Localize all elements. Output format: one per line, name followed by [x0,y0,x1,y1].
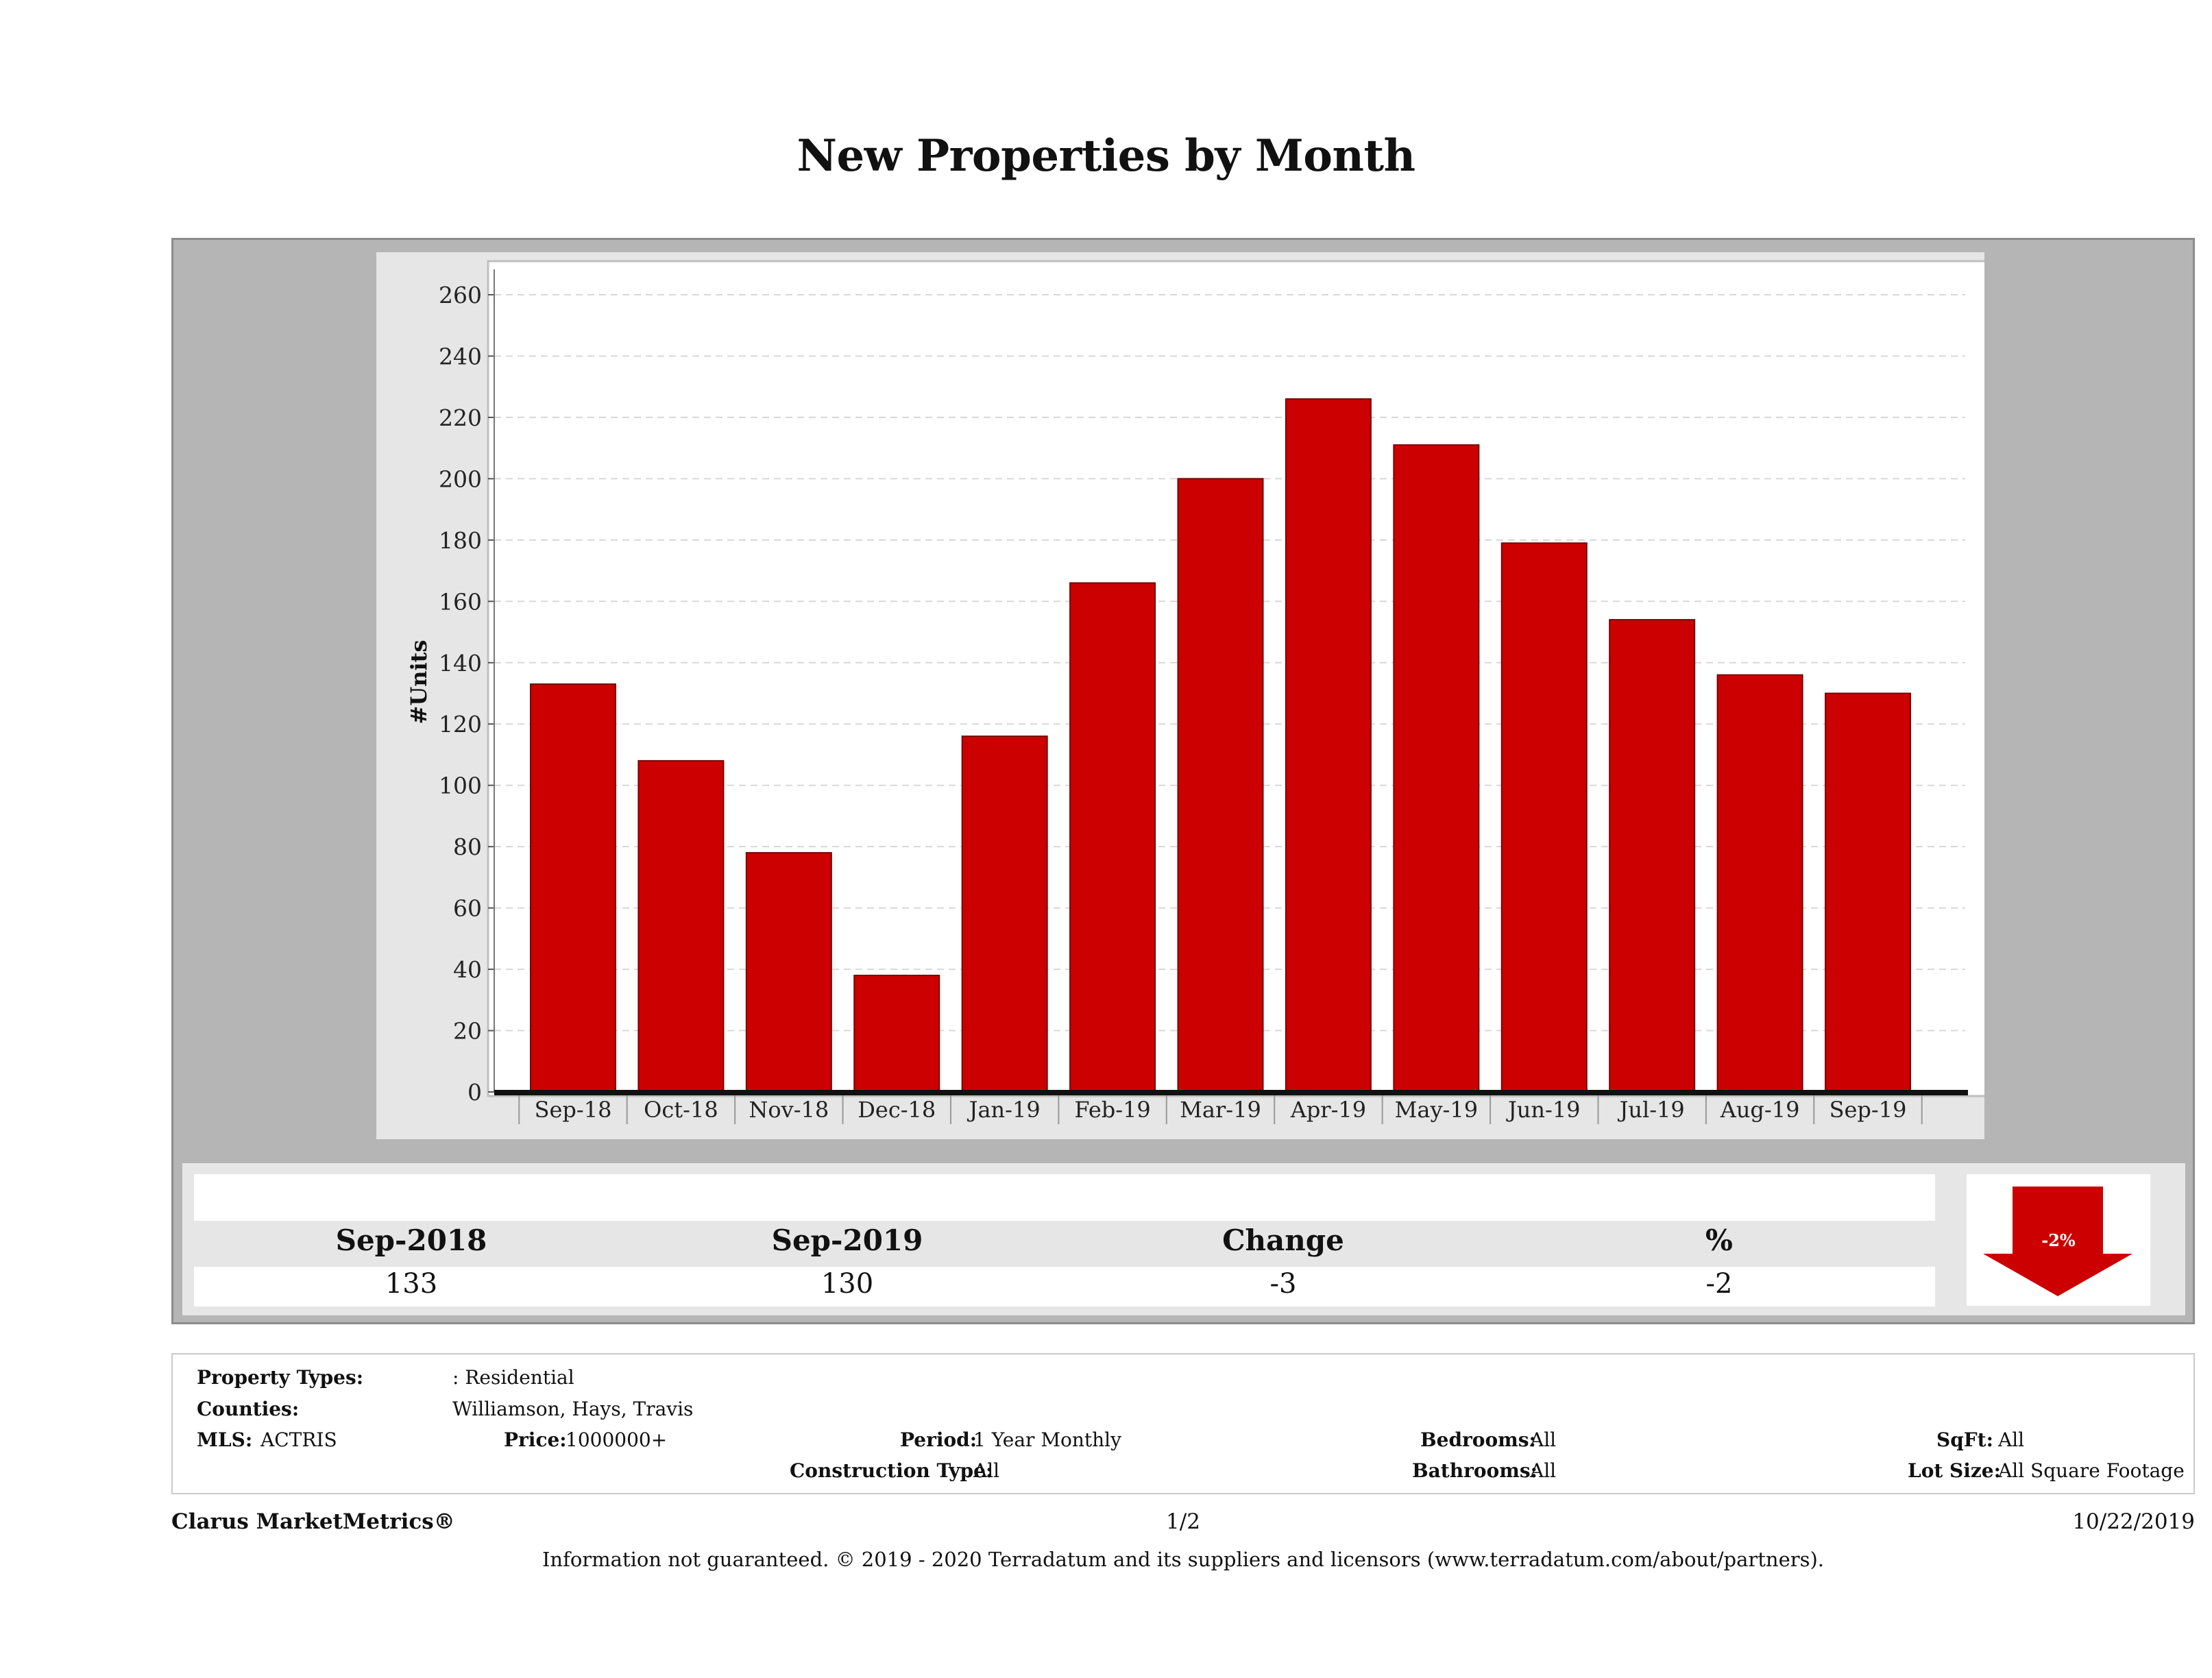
bar-oct-18 [637,759,725,1093]
x-axis-line [494,1090,1968,1095]
period-label: Period: [900,1428,977,1451]
sqft-label: SqFt: [1936,1428,1993,1451]
y-tick-label: 80 [453,834,482,860]
bar-apr-19 [1285,398,1372,1093]
x-tick-label: Jun-19 [1506,1097,1581,1123]
bathrooms-label: Bathrooms: [1412,1459,1538,1482]
x-tick-label: Feb-19 [1074,1097,1150,1123]
bar-jun-19 [1500,542,1588,1093]
bedrooms-label: Bedrooms: [1420,1428,1536,1451]
counties-value: Williamson, Hays, Travis [452,1398,694,1420]
x-tick-label: Oct-18 [644,1097,718,1123]
summary-header-start: Sep-2018 [335,1224,487,1257]
x-tick-label: Jul-19 [1618,1097,1685,1123]
bedrooms-value: All [1530,1428,1557,1451]
summary-values-band [194,1267,1935,1306]
y-tick-label: 120 [439,711,482,738]
x-tick-label: Apr-19 [1290,1097,1366,1123]
summary-value-start: 133 [385,1268,438,1300]
x-tick-label: Sep-18 [535,1097,612,1123]
summary-header-percent: % [1705,1224,1733,1257]
mls-label: MLS: [197,1428,253,1451]
bar-chart: 0 20 40 60 80 100 120 140 160 180 200 220 240 260 #Uni… [376,252,1984,1139]
sqft-value: All [1998,1428,2025,1451]
bar-sep-18 [530,683,616,1093]
x-tick-label: Nov-18 [749,1097,829,1123]
construction-type-label: Construction Type: [790,1459,993,1482]
change-indicator-label: -2% [2041,1230,2076,1250]
summary-header-change: Change [1222,1224,1344,1257]
report-date: 10/22/2019 [2072,1509,2195,1534]
bar-may-19 [1393,444,1480,1093]
brand-name: Clarus MarketMetrics® [171,1509,455,1534]
bar-dec-18 [853,975,940,1093]
y-tick-label: 0 [467,1079,482,1106]
y-tick-label: 100 [439,773,482,799]
y-tick-label: 200 [439,465,482,492]
period-value: 1 Year Monthly [973,1428,1121,1451]
y-axis-title: #Units [406,640,432,725]
filters-panel [171,1353,2195,1494]
bar-aug-19 [1716,674,1803,1093]
y-tick-label: 160 [439,588,482,615]
summary-top-band [194,1174,1935,1221]
bar-nov-18 [745,852,832,1093]
bar-jul-19 [1609,619,1696,1093]
summary-value-percent: -2 [1705,1268,1733,1300]
x-tick-label: Dec-18 [858,1097,936,1123]
y-tick-label: 140 [439,650,482,677]
price-label: Price: [504,1428,567,1451]
x-tick-label: Sep-19 [1830,1097,1907,1123]
y-tick-label: 60 [453,895,482,922]
bar-feb-19 [1069,582,1156,1093]
summary-value-change: -3 [1269,1268,1297,1300]
x-tick-label: Aug-19 [1720,1097,1800,1123]
x-tick-label: Jan-19 [967,1097,1041,1123]
x-tick-label: May-19 [1395,1097,1478,1123]
mls-value: ACTRIS [260,1428,337,1451]
change-indicator: -2% [1967,1174,2150,1306]
lot-size-label: Lot Size: [1908,1459,2001,1482]
down-arrow-icon [1983,1187,2132,1296]
bar-mar-19 [1177,478,1264,1093]
x-tick-label: Mar-19 [1180,1097,1261,1123]
bathrooms-value: All [1530,1459,1557,1482]
price-value: 1000000+ [566,1428,668,1451]
bar-jan-19 [961,735,1048,1093]
y-tick-label: 180 [439,527,482,554]
page-number: 1/2 [1166,1509,1200,1534]
y-tick-label: 240 [439,343,482,369]
page-title: New Properties by Month [797,130,1415,182]
counties-label: Counties: [197,1398,300,1420]
lot-size-value: All Square Footage [1998,1459,2185,1482]
property-types-value: : Residential [452,1366,574,1389]
property-types-label: Property Types: [197,1366,364,1389]
summary-header-end: Sep-2019 [771,1224,923,1257]
y-tick-label: 260 [439,282,482,308]
summary-value-end: 130 [821,1268,874,1300]
construction-type-value: All [973,1459,1000,1482]
y-tick-label: 20 [453,1018,482,1045]
bar-sep-19 [1825,692,1911,1093]
disclaimer-text: Information not guaranteed. © 2019 - 202… [542,1548,1825,1571]
y-tick-label: 40 [453,956,482,983]
y-tick-label: 220 [439,404,482,431]
